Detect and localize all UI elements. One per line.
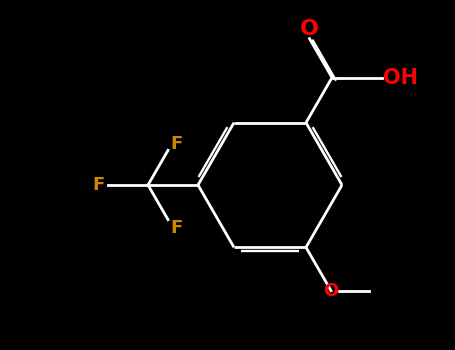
Text: F: F <box>170 219 182 237</box>
Text: F: F <box>92 176 104 194</box>
Text: F: F <box>170 135 182 153</box>
Text: O: O <box>300 19 319 38</box>
Text: O: O <box>324 282 339 300</box>
Text: OH: OH <box>383 68 418 88</box>
